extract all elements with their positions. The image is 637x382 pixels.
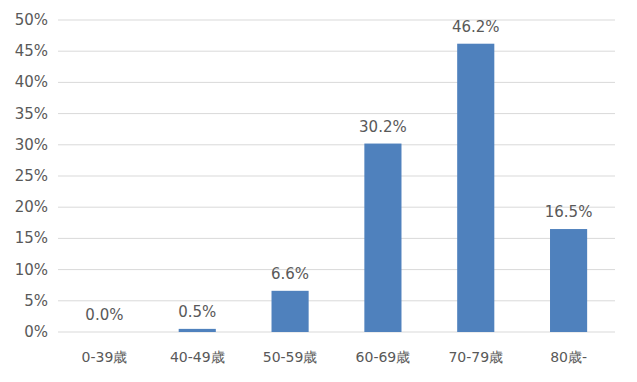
y-tick-label: 35%	[15, 105, 48, 123]
data-label: 16.5%	[545, 203, 593, 221]
y-tick-label: 5%	[24, 292, 48, 310]
grid-line	[58, 176, 615, 177]
grid-line	[58, 20, 615, 21]
x-tick-label: 50-59歳	[263, 349, 318, 365]
x-axis: 0-39歳 40-49歳 50-59歳 60-69歳 70-79歳 80歳-	[82, 349, 587, 365]
grid-line	[58, 207, 615, 208]
page: {"chart_data": {"type": "bar", "categori…	[0, 0, 637, 382]
data-label: 30.2%	[359, 118, 407, 136]
grid-line	[58, 300, 615, 301]
bar	[550, 229, 587, 332]
y-tick-label: 25%	[15, 167, 48, 185]
bar	[86, 332, 123, 333]
data-labels: 0.0% 0.5% 6.6% 30.2% 46.2% 16.5%	[85, 18, 592, 324]
chart-container: 0% 5% 10% 15% 20% 25% 30% 35% 40% 45% 50% 0.0% 0.5% 6…	[0, 0, 637, 382]
grid-line	[58, 332, 615, 333]
grid	[58, 20, 615, 332]
bar	[179, 329, 216, 332]
bars	[179, 44, 587, 332]
y-axis: 0% 5% 10% 15% 20% 25% 30% 35% 40% 45% 50%	[15, 11, 48, 341]
y-tick-label: 40%	[15, 73, 48, 91]
y-tick-label: 45%	[15, 42, 48, 60]
data-label: 0.0%	[85, 306, 123, 324]
y-tick-label: 30%	[15, 136, 48, 154]
x-tick-label: 70-79歳	[448, 349, 503, 365]
x-tick-label: 60-69歳	[356, 349, 411, 365]
x-tick-label: 40-49歳	[170, 349, 225, 365]
bar	[457, 44, 494, 332]
bar	[364, 144, 401, 332]
bar	[272, 291, 309, 332]
grid-line	[58, 144, 615, 145]
grid-line	[58, 269, 615, 270]
y-tick-label: 50%	[15, 11, 48, 29]
x-tick-label: 0-39歳	[82, 349, 128, 365]
data-label: 46.2%	[452, 18, 500, 36]
grid-line	[58, 113, 615, 114]
grid-line	[58, 51, 615, 52]
x-tick-label: 80歳-	[550, 349, 587, 365]
y-tick-label: 0%	[24, 323, 48, 341]
y-tick-label: 20%	[15, 198, 48, 216]
y-tick-label: 10%	[15, 261, 48, 279]
chart-svg: 0% 5% 10% 15% 20% 25% 30% 35% 40% 45% 50% 0.0% 0.5% 6…	[0, 0, 637, 382]
data-label: 6.6%	[271, 265, 309, 283]
grid-line	[58, 238, 615, 239]
data-label: 0.5%	[178, 303, 216, 321]
y-tick-label: 15%	[15, 229, 48, 247]
grid-line	[58, 82, 615, 83]
